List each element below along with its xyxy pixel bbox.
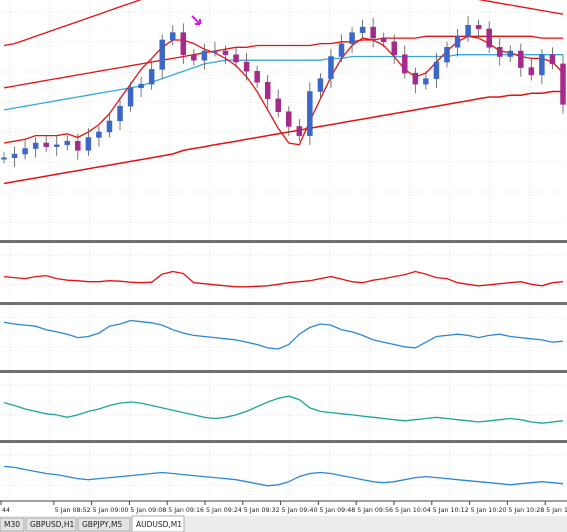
symbol-tab-bar: M30 GBPUSD,H1 GBPJPY,M5 AUDUSD,M1 — [0, 515, 567, 532]
candle-body — [117, 105, 123, 122]
candle-body — [64, 140, 71, 146]
candle-body — [138, 83, 144, 89]
panel-separator — [0, 440, 567, 443]
candle-body — [53, 144, 60, 147]
candle-body — [549, 54, 556, 65]
candle-body — [359, 26, 366, 33]
panel-separator — [0, 370, 567, 373]
candle-body — [159, 39, 165, 70]
candle-body — [222, 50, 229, 55]
time-tick-label: 5 Jan 09:16 — [168, 507, 204, 514]
time-tick-label: 5 Jan 10:28 — [508, 507, 544, 514]
oscillator-1-line — [3, 270, 564, 288]
candle-body — [317, 78, 324, 92]
time-tick-label: 5 Jan 09:32 — [244, 507, 280, 514]
tab-audusd-m1[interactable] — [131, 515, 185, 532]
candle-body — [307, 91, 313, 136]
candle-body — [191, 54, 197, 61]
candle-body — [233, 54, 239, 63]
tab-gbpusd-h1[interactable] — [25, 517, 77, 532]
oscillator-panel-3[interactable] — [0, 373, 567, 438]
candle-body — [475, 24, 482, 30]
candle-body — [22, 148, 28, 155]
time-tick-label: 5 Jan 10:04 — [395, 507, 431, 514]
candle-body — [496, 47, 503, 57]
time-tick-label: 5 Jan 09:48 — [319, 507, 355, 514]
time-tick-label: 44 — [2, 507, 10, 514]
time-tick-label: 5 Jan 10:20 — [471, 507, 507, 514]
time-axis: 44 5 Jan 08:52 5 Jan 09:00 5 Jan 09:08 5 Jan… — [0, 500, 567, 514]
panel-separator — [0, 302, 567, 305]
candle-body — [286, 111, 292, 127]
oscillator-panel-2[interactable] — [0, 305, 567, 368]
candle-body — [328, 56, 334, 79]
time-tick-label: 5 Jan 09:40 — [282, 507, 318, 514]
candle-body — [275, 98, 281, 112]
signal-arrow-icon — [191, 15, 201, 25]
candle-body — [254, 70, 260, 83]
candle-body — [180, 32, 187, 55]
candle-body — [560, 63, 566, 105]
time-tick-label: 5 Jan 09:24 — [206, 507, 242, 514]
candle-body — [402, 54, 408, 74]
candle-body — [43, 142, 49, 147]
candle-body — [201, 50, 208, 61]
middle-ma-line — [3, 35, 563, 89]
candle-body — [518, 50, 524, 68]
oscillator-2-line — [3, 319, 564, 350]
oscillator-panel-4[interactable] — [0, 443, 567, 500]
candle-body — [96, 131, 102, 138]
candle-body — [243, 61, 250, 72]
candle-body — [507, 50, 514, 57]
tab-label: M30 — [4, 520, 20, 529]
candle-body — [423, 78, 429, 85]
panel-separator — [0, 240, 567, 243]
oscillator-4-line — [3, 465, 564, 487]
signal-ma-line — [3, 54, 563, 111]
candle-body — [212, 50, 218, 53]
fast-ema-line — [3, 35, 564, 146]
candle-body — [106, 120, 113, 133]
candle-body — [349, 32, 355, 44]
candle-body — [433, 61, 440, 79]
candle-body — [75, 140, 81, 151]
time-tick-label: 5 Jan 09:56 — [357, 507, 393, 514]
candle-body — [486, 28, 492, 48]
candle-body — [465, 24, 471, 37]
candle-body — [528, 67, 535, 76]
candle-body — [1, 157, 7, 160]
tab-label: AUDUSD,M1 — [136, 520, 182, 529]
tab-gbpjpy-m5[interactable] — [77, 517, 131, 532]
oscillator-panel-1[interactable] — [0, 243, 567, 300]
time-tick-label: 5 Jan 08:52 — [55, 507, 91, 514]
candle-body — [539, 54, 545, 76]
slow-ma-line — [3, 90, 563, 185]
time-tick-label: 5 Jan 09:00 — [93, 507, 129, 514]
candle-body — [412, 72, 419, 85]
candle-body — [32, 142, 39, 149]
candle-body — [370, 26, 376, 39]
tab-m30[interactable] — [0, 517, 25, 532]
candle-body — [148, 69, 155, 85]
candle-body — [338, 43, 345, 57]
candle-body — [454, 36, 461, 48]
candle-body — [444, 47, 450, 63]
upper-band-line — [3, 0, 564, 47]
candle-body — [380, 37, 387, 43]
time-tick-label: 5 Jan 09:08 — [130, 507, 166, 514]
candle-body — [11, 153, 18, 158]
time-tick-label: 5 Jan 10:12 — [433, 507, 469, 514]
tab-label: GBPJPY,M5 — [82, 520, 122, 529]
candle-body — [170, 32, 176, 41]
tab-label: GBPUSD,H1 — [30, 520, 75, 529]
price-panel[interactable] — [0, 0, 567, 240]
candle-body — [85, 137, 92, 151]
candle-body — [127, 87, 134, 107]
candle-body — [296, 126, 303, 136]
time-tick-label: 5 Jan 10:36 — [546, 507, 567, 514]
candle-body — [264, 82, 271, 100]
candle-body — [391, 41, 397, 55]
oscillator-3-line — [3, 395, 564, 424]
